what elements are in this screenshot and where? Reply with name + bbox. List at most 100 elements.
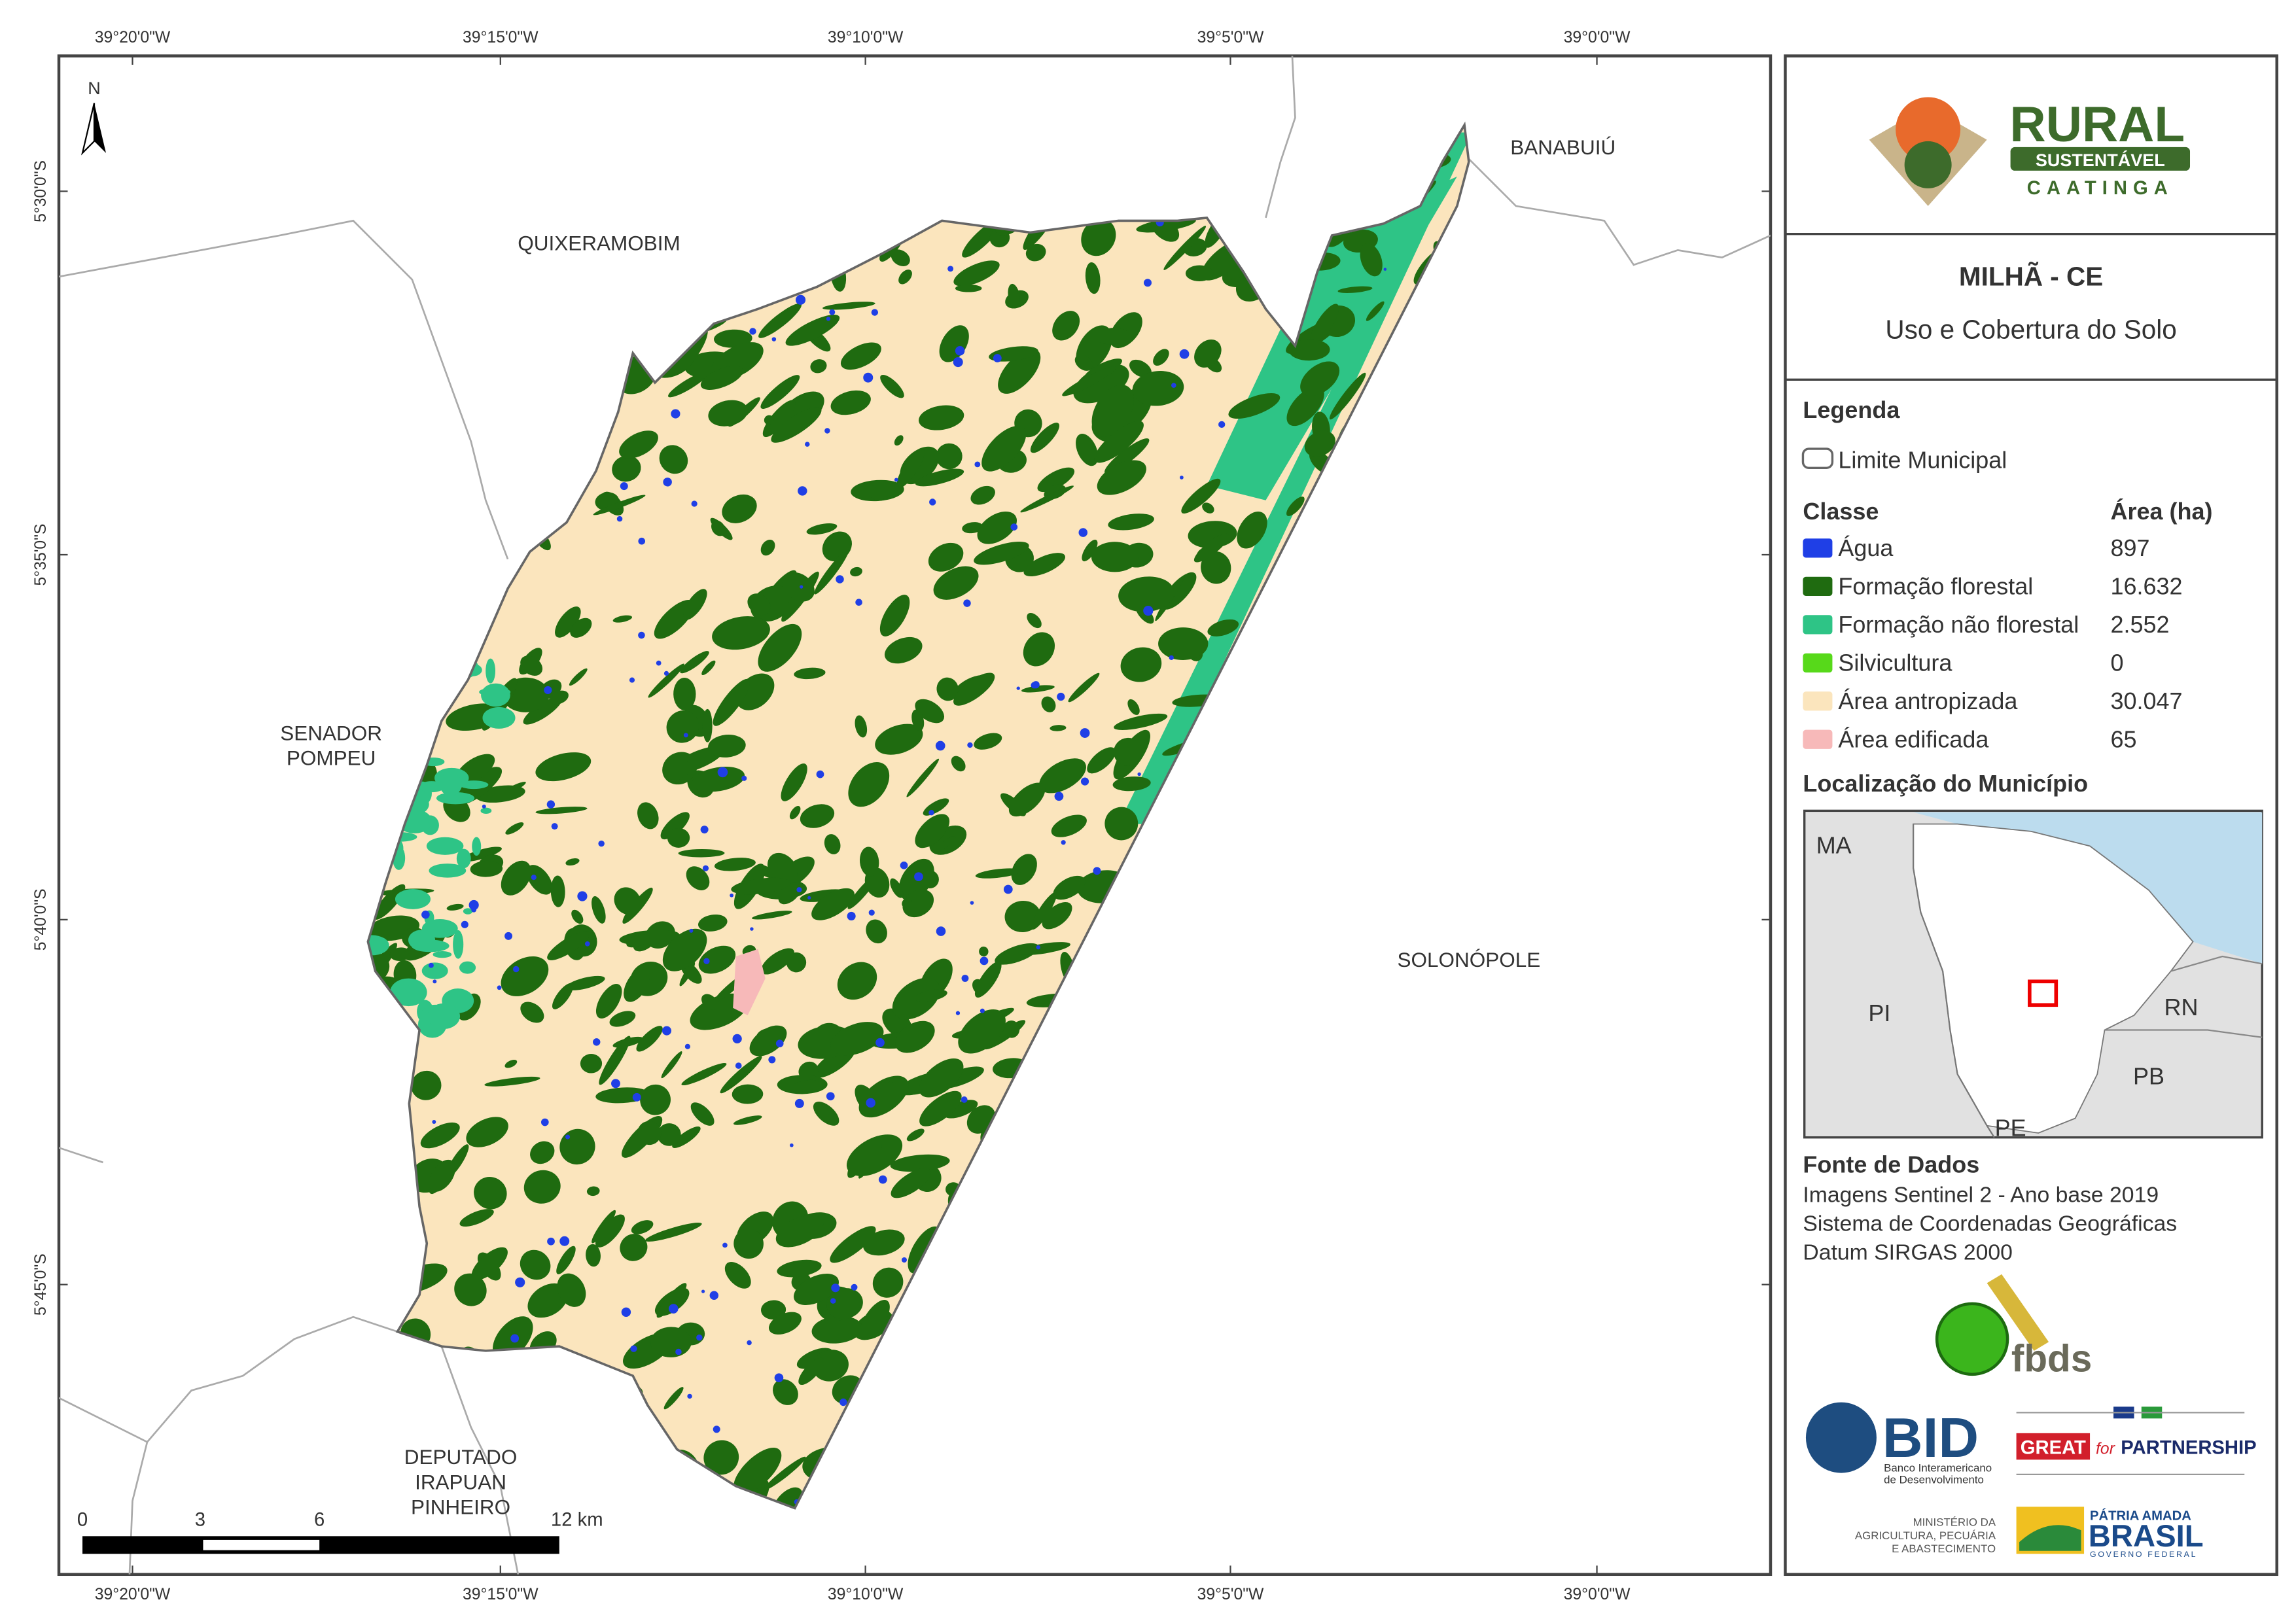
forest-patch: [459, 1209, 494, 1227]
forest-patch: [1027, 612, 1042, 629]
water-body: [722, 1242, 728, 1248]
forest-patch: [713, 678, 750, 726]
non-forest-patch: [419, 781, 445, 793]
forest-patch: [914, 989, 947, 1002]
water-body: [1032, 681, 1040, 689]
forest-patch: [895, 1021, 935, 1053]
forest-patch: [1074, 354, 1093, 371]
bid-text: BID: [1882, 1407, 1979, 1469]
water-body: [559, 1236, 570, 1246]
non-forest-patch: [421, 919, 458, 938]
water-body: [1054, 792, 1064, 801]
forest-patch: [673, 678, 696, 710]
water-body: [974, 461, 981, 468]
forest-patch: [953, 672, 995, 706]
water-body: [702, 865, 709, 871]
forest-patch: [958, 1009, 1006, 1054]
legend-area: 30.047: [2111, 688, 2183, 714]
water-body: [432, 1120, 436, 1124]
forest-patch: [890, 1154, 950, 1172]
urban-area: [733, 949, 766, 1016]
scale-label: 12 km: [551, 1510, 603, 1531]
forest-patch: [915, 468, 964, 487]
forest-patch: [891, 249, 910, 267]
water-body: [936, 926, 946, 936]
forest-patch: [1366, 301, 1385, 321]
forest-patch: [1052, 311, 1080, 341]
water-body: [1180, 476, 1184, 480]
forest-patch: [1113, 737, 1142, 766]
forest-patch: [547, 931, 590, 960]
forest-patch: [1310, 304, 1339, 345]
forest-patch: [593, 495, 646, 515]
legend-swatch: [1803, 691, 1833, 711]
place-label: QUIXERAMOBIM: [518, 231, 680, 254]
forest-patch: [906, 758, 940, 797]
place-label: DEPUTADO: [404, 1445, 518, 1469]
forest-patch: [830, 1022, 884, 1056]
forest-patch: [1018, 942, 1070, 955]
forest-patch: [662, 752, 698, 785]
water-body: [551, 823, 558, 830]
water-body: [1080, 728, 1090, 738]
non-forest-patch: [433, 951, 452, 958]
government-logo: MINISTÉRIO DA AGRICULTURA, PECUÁRIA E AB…: [1855, 1507, 2204, 1559]
place-label: PINHEIRO: [411, 1495, 510, 1519]
forest-patch: [850, 567, 862, 577]
water-body: [747, 1340, 752, 1346]
legend-class: Água: [1838, 534, 1893, 561]
forest-patch: [928, 542, 964, 572]
forest-patch: [710, 517, 733, 540]
non-forest-patch: [429, 864, 467, 878]
water-body: [1010, 523, 1018, 531]
forest-patch: [771, 407, 822, 443]
forest-patch: [919, 405, 964, 430]
water-body: [749, 328, 756, 335]
water-body: [1383, 268, 1387, 271]
water-body: [421, 910, 430, 919]
forest-patch: [840, 342, 881, 370]
legend-boundary: Limite Municipal: [1838, 446, 2007, 473]
water-body: [730, 893, 734, 898]
neighbour-boundaries: [59, 56, 1771, 1575]
legend-area: 0: [2111, 650, 2124, 676]
forest-patch: [813, 1350, 849, 1382]
forest-patch: [1286, 497, 1305, 516]
water-body: [696, 1335, 703, 1341]
water-body: [687, 1393, 692, 1399]
forest-patch: [1037, 467, 1075, 493]
forest-patch: [614, 887, 641, 915]
water-body: [709, 1291, 719, 1300]
scale-label: 0: [77, 1510, 88, 1531]
forest-patch: [471, 1247, 508, 1280]
forest-patch: [760, 1300, 786, 1320]
forest-patch: [785, 315, 840, 346]
forest-patch: [556, 1246, 576, 1274]
forest-patch: [1118, 576, 1174, 612]
forest-patch: [875, 724, 923, 755]
forest-patch: [637, 1121, 662, 1145]
graticule-top: 39°20'0"W: [95, 29, 171, 46]
forest-patch: [679, 962, 696, 986]
forest-patch: [645, 1223, 702, 1242]
forest-patch: [1031, 892, 1057, 930]
forest-patch: [891, 1168, 931, 1198]
water-body: [963, 599, 971, 607]
water-body: [510, 1334, 520, 1343]
legend-class: Formação não florestal: [1838, 611, 2079, 638]
forest-patch: [1104, 438, 1150, 474]
forest-patch: [703, 1440, 739, 1475]
forest-patch: [1008, 283, 1020, 308]
forest-patch: [953, 260, 1000, 287]
forest-patch: [921, 870, 939, 889]
forest-patch: [504, 1060, 518, 1068]
forest-patch: [666, 710, 699, 743]
graticule-top: 39°0'0"W: [1564, 29, 1631, 46]
non-forest-patch: [412, 939, 450, 952]
forest-patch: [1091, 542, 1139, 572]
water-body: [701, 1289, 705, 1293]
legend-area: 65: [2111, 726, 2137, 753]
water-body: [620, 482, 628, 491]
forest-patch: [830, 1226, 876, 1263]
water-body: [735, 1062, 742, 1069]
